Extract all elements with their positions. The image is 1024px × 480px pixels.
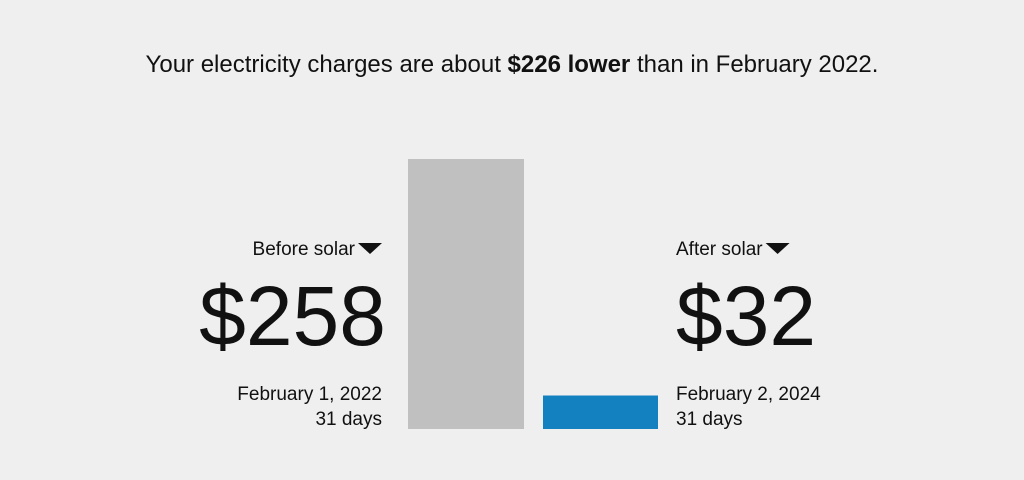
bar	[543, 395, 658, 429]
title-text: than in February 2022.	[630, 51, 878, 78]
duration-label: 31 days	[676, 409, 743, 430]
title-highlight: $226 lower	[508, 51, 631, 78]
duration-label: 31 days	[315, 409, 382, 430]
dropdown-arrow	[358, 243, 382, 254]
date-label: February 2, 2024	[676, 384, 821, 405]
value-label: $258	[199, 269, 386, 363]
category-label: After solar	[676, 239, 763, 260]
bar	[408, 159, 524, 429]
dropdown-arrow	[765, 243, 790, 254]
category-label: Before solar	[253, 239, 356, 260]
title-text: Your electricity charges are about	[146, 51, 508, 78]
value-label: $32	[676, 269, 816, 363]
date-label: February 1, 2022	[237, 384, 382, 405]
chart-title: Your electricity charges are about $226 …	[146, 51, 879, 78]
